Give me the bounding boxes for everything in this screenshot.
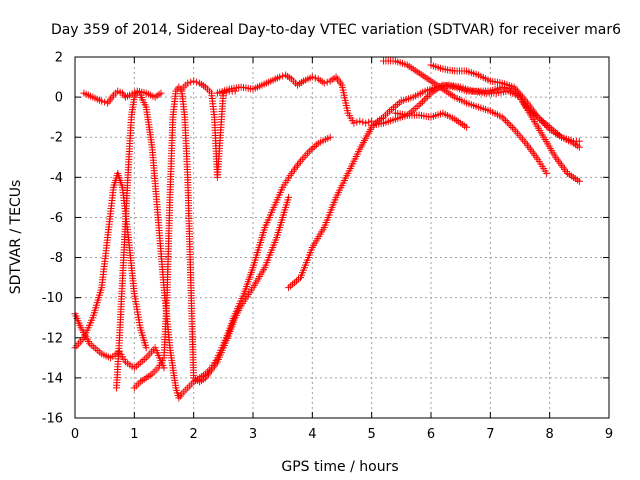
data-point [365,118,373,126]
data-point [543,169,551,177]
series-track-j [380,57,551,177]
data-point [307,146,315,154]
series-track-g [213,71,376,127]
data-point [184,79,192,87]
data-point [193,78,201,86]
data-point [575,177,583,185]
x-axis-ticks: 0 1 2 3 4 5 6 7 8 9 [71,57,613,442]
data-point [575,143,583,151]
y-tick-label: -12 [42,331,63,346]
series-track-d [113,89,334,402]
data-point [539,118,547,126]
data-point [353,118,361,126]
y-tick-label: -4 [50,171,63,186]
data-point [308,73,316,81]
data-point [285,193,293,201]
x-tick-label: 0 [71,427,79,442]
data-point [534,113,542,121]
data-point [305,147,313,155]
data-point [505,120,513,128]
y-tick-label: -2 [50,131,63,146]
y-axis-ticks: 2 0 -2 -4 -6 -8 -10 -12 -14 -16 [42,51,609,427]
series-track-k [427,61,583,145]
data-point [276,73,284,81]
data-point [575,137,583,145]
y-tick-label: -14 [42,371,63,386]
data-point [309,144,317,152]
data-point [422,94,430,102]
data-point [503,118,511,126]
y-tick-label: -16 [42,412,63,427]
data-point [356,117,364,125]
data-point [98,97,106,105]
data-point [498,113,506,121]
x-tick-label: 2 [190,427,198,442]
series-track-l [391,109,471,131]
data-point [535,115,543,123]
x-tick-label: 9 [605,427,613,442]
y-tick-label: -8 [50,251,63,266]
data-point [544,123,552,131]
chart-title: Day 359 of 2014, Sidereal Day-to-day VTE… [51,22,621,38]
y-tick-label: 0 [55,91,63,106]
data-point [326,133,334,141]
x-tick-label: 5 [368,427,376,442]
x-tick-label: 7 [486,427,494,442]
data-point [312,141,320,149]
y-axis-label: SDTVAR / TECUs [8,180,24,295]
x-tick-label: 1 [130,427,138,442]
data-point [424,93,432,101]
data-point [415,101,423,109]
data-point [359,118,367,126]
x-axis-label: GPS time / hours [281,459,398,475]
data-point [187,78,195,86]
data-point [101,98,109,106]
data-point [311,142,319,150]
data-point [508,123,516,131]
data-point [541,120,549,128]
data-point [500,115,508,123]
data-point [350,119,358,127]
plot-frame [74,56,610,419]
data-point [190,77,198,85]
y-tick-label: -10 [42,291,63,306]
x-tick-label: 8 [546,427,554,442]
data-point [160,364,168,372]
data-point [502,117,510,125]
data-point [419,98,427,106]
data-point [157,89,165,97]
data-point [425,91,433,99]
data-point [362,119,370,127]
data-points [71,57,583,402]
data-point [507,122,515,130]
data-point [542,122,550,130]
data-point [142,344,150,352]
series-track-b [80,87,165,107]
series-track-f [178,77,239,181]
data-point [311,74,319,82]
data-point [537,117,545,125]
data-point [463,123,471,131]
series-track-e [130,83,293,392]
data-point [420,96,428,104]
data-point [323,78,331,86]
x-tick-label: 4 [308,427,316,442]
y-tick-label: -6 [50,211,63,226]
series-track-c [71,169,150,352]
data-point [417,99,425,107]
y-tick-label: 2 [55,51,63,66]
data-point [320,79,328,87]
x-tick-label: 3 [249,427,257,442]
x-tick-label: 6 [427,427,435,442]
